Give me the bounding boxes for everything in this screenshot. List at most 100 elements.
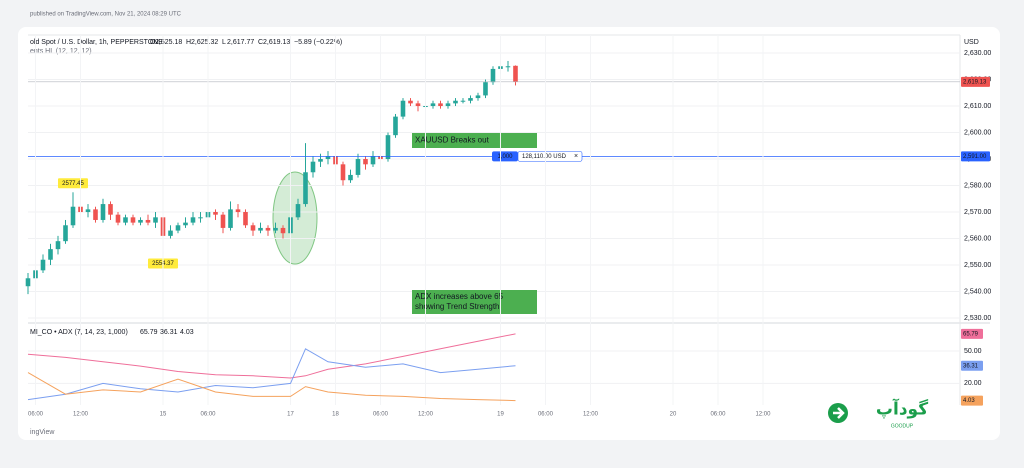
x-tick-label: 06:00	[710, 412, 726, 418]
x-tick-label: 18	[332, 412, 339, 418]
candle-body	[408, 100, 413, 104]
annotation: XAUUSD Breaks out	[415, 136, 490, 145]
candle-body	[445, 103, 451, 107]
last-price-badge	[961, 76, 990, 87]
indicator-value: 4.03	[180, 329, 194, 336]
ohlc-key: C	[258, 39, 263, 46]
candle-body	[40, 259, 46, 271]
y-tick-label: 2,570.00	[964, 209, 991, 216]
indicator-badge	[961, 360, 983, 371]
high-callout: 2577.45	[62, 181, 84, 187]
candle-body	[130, 217, 136, 223]
candle-body	[258, 227, 263, 231]
candle-body	[430, 103, 436, 107]
logo-name: GOODUP	[891, 423, 914, 429]
candle-body	[55, 241, 61, 250]
candle-body	[385, 135, 391, 160]
ohlc-key: H	[186, 39, 191, 46]
position-pnl-box	[517, 151, 583, 162]
candle-body	[340, 164, 346, 181]
indicator-badge-label: 4.03	[963, 398, 975, 404]
indicator-badge	[961, 328, 983, 339]
y-tick-label: 2,560.00	[964, 235, 991, 242]
indicator-line	[27, 333, 516, 379]
candle-body	[168, 230, 173, 236]
candle-body	[175, 225, 181, 231]
candle-body	[63, 225, 68, 242]
candle-body	[213, 212, 218, 215]
candle-body	[468, 98, 473, 101]
annotation: ADX increases above 65	[415, 292, 504, 301]
y-tick-label: 2,630.00	[964, 50, 991, 57]
y-tick-label: 2,550.00	[964, 262, 991, 269]
candle-body	[273, 227, 278, 231]
candle-body	[48, 249, 53, 260]
candle-body	[453, 100, 458, 104]
x-tick-label: 12:00	[583, 412, 599, 418]
x-tick-label: 06:00	[28, 412, 44, 418]
ohlc-value: 2,617.77	[227, 39, 254, 46]
candle-body	[438, 103, 443, 107]
y-tick-label: 50.00	[964, 348, 982, 355]
candle-body	[513, 65, 518, 82]
published-note: published on TradingView.com, Nov 21, 20…	[30, 12, 182, 18]
indicator-badge	[961, 395, 983, 406]
candle-body	[85, 209, 91, 213]
ohlc-value: 2,625.18	[155, 39, 182, 46]
candle-body	[295, 204, 301, 218]
y-tick-label: 2,540.00	[964, 288, 991, 295]
position-pnl: 128,110.00 USD	[522, 154, 567, 160]
logo-text: گودآپ	[876, 397, 928, 419]
y-tick-label: 2,530.00	[964, 315, 991, 322]
indicator-value: 65.79	[140, 329, 158, 336]
position-qty-box	[492, 151, 518, 162]
y-tick-label: 20.00	[964, 380, 982, 387]
candle-body	[393, 116, 398, 136]
candle-body	[243, 212, 248, 226]
candle-body	[145, 219, 151, 223]
y-tick-label: 2,600.00	[964, 129, 991, 136]
indicator-value: 36.31	[160, 329, 178, 336]
candle-body	[355, 159, 361, 175]
y-tick-label: 2,580.00	[964, 182, 991, 189]
x-tick-label: 06:00	[538, 412, 554, 418]
candle-body	[303, 172, 308, 205]
indicator-line	[27, 372, 516, 402]
candle-body	[235, 209, 241, 213]
change-value: −5.89 (−0.22%)	[294, 39, 342, 46]
candle-body	[505, 66, 511, 68]
x-tick-label: 12:00	[418, 412, 434, 418]
candle-body	[280, 227, 286, 234]
ohlc-key: L	[222, 39, 226, 46]
ohlc-value: 2,625.32	[191, 39, 218, 46]
candle-body	[475, 95, 481, 99]
x-tick-label: 06:00	[373, 412, 389, 418]
x-tick-label: 12:00	[755, 412, 771, 418]
candle-body	[70, 206, 76, 226]
candle-body	[220, 214, 226, 228]
candle-body	[348, 174, 353, 181]
candle-body	[363, 159, 368, 165]
position-price-label: 2,591.00	[963, 154, 987, 160]
candle-body	[400, 100, 406, 117]
candle-body	[183, 222, 188, 226]
candle-body	[310, 161, 316, 173]
candle-body	[100, 204, 106, 220]
x-tick-label: 17	[287, 412, 294, 418]
position-price-badge	[961, 151, 990, 162]
logo-box	[808, 393, 958, 433]
candle-body	[415, 103, 421, 107]
indicator-title: MI_CO • ADX (7, 14, 23, 1,000)	[30, 329, 128, 336]
candle-body	[460, 100, 466, 102]
x-tick-label: 15	[160, 412, 167, 418]
indicator-badge-label: 65.79	[963, 331, 979, 337]
symbol-title: old Spot / U.S. Dollar, 1h, PEPPERSTONE	[30, 39, 163, 46]
candle-body	[325, 156, 331, 160]
y-tick-label: 2,610.00	[964, 103, 991, 110]
x-tick-label: 20	[670, 412, 677, 418]
candle-body	[483, 82, 488, 96]
candle-body	[228, 209, 233, 228]
indicator-line: ents HL (12, 12, 12)	[30, 48, 92, 55]
candle-body	[153, 217, 158, 223]
